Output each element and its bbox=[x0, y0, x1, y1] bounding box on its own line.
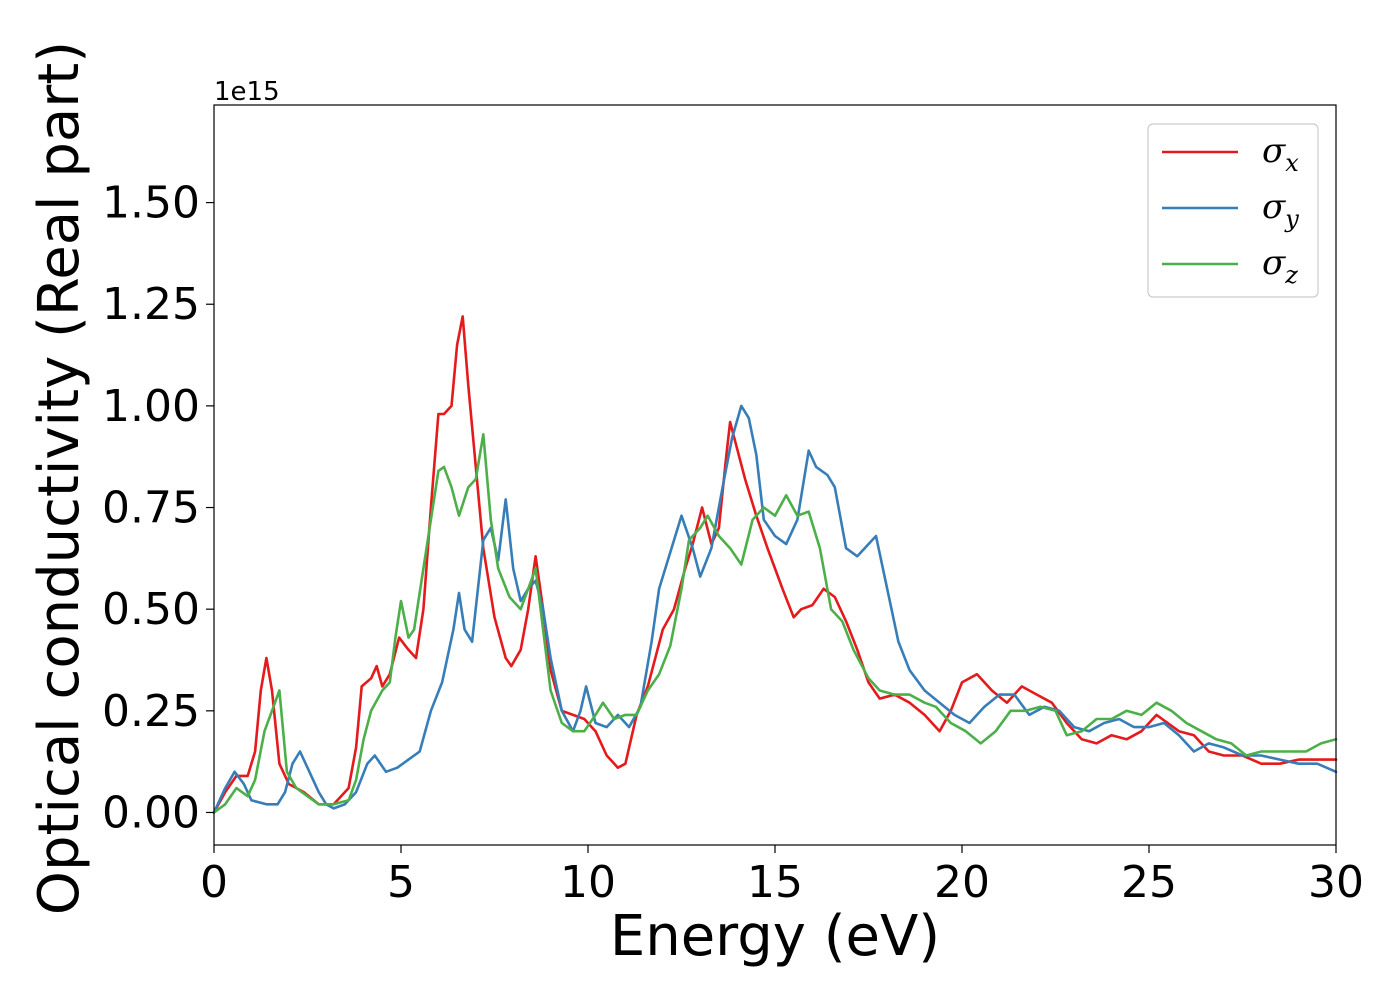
y-tick-label: 1.25 bbox=[102, 279, 200, 330]
y-tick-label: 0.25 bbox=[102, 686, 200, 737]
series-line-z bbox=[212, 433, 1338, 814]
y-tick-label: 0.75 bbox=[102, 483, 200, 534]
x-axis-label: Energy (eV) bbox=[610, 904, 940, 969]
series-line-x bbox=[212, 315, 1338, 814]
legend: σx σy σz bbox=[1147, 123, 1319, 298]
series-layer bbox=[212, 315, 1338, 814]
x-tick-label: 25 bbox=[1121, 857, 1177, 908]
legend-label-z: σz bbox=[1262, 243, 1298, 289]
y-tick-label: 0.00 bbox=[102, 787, 200, 838]
y-tick-label: 0.50 bbox=[102, 584, 200, 635]
legend-label-y: σy bbox=[1262, 187, 1299, 233]
x-tick-label: 20 bbox=[934, 857, 990, 908]
ticks-layer: 0 5 10 15 20 25 30 0.00 0.25 0.50 0.75 1.00 1.25 1.50 bbox=[102, 178, 1364, 908]
x-tick-label: 5 bbox=[387, 857, 415, 908]
y-tick-label: 1.00 bbox=[102, 381, 200, 432]
y-axis-label: Optical conductivity (Real part) bbox=[27, 41, 92, 915]
x-tick-label: 30 bbox=[1308, 857, 1364, 908]
legend-label-x: σx bbox=[1262, 131, 1299, 177]
y-offset-label: 1e15 bbox=[214, 77, 280, 107]
x-tick-label: 10 bbox=[560, 857, 616, 908]
x-tick-label: 0 bbox=[200, 857, 228, 908]
x-tick-label: 15 bbox=[747, 857, 803, 908]
y-tick-label: 1.50 bbox=[102, 178, 200, 229]
series-line-y bbox=[212, 404, 1338, 814]
legend-frame bbox=[1147, 123, 1319, 298]
legend-items: σx σy σz bbox=[1162, 131, 1299, 289]
